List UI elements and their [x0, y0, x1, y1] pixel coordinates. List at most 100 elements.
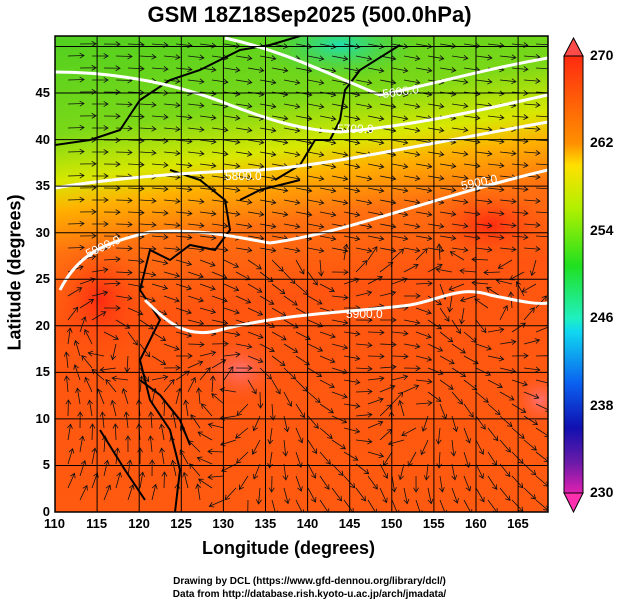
wind-arrow: [403, 223, 421, 230]
wind-arrow: [511, 186, 529, 193]
contour-label: 5800.0: [225, 169, 262, 183]
wind-arrow: [343, 243, 349, 261]
wind-arrow: [487, 355, 505, 362]
wind-arrow: [427, 175, 445, 181]
wind-arrow: [259, 271, 274, 283]
wind-arrow: [163, 364, 181, 371]
wind-arrow: [271, 211, 289, 218]
wind-arrow: [487, 379, 503, 389]
wind-arrow: [211, 222, 229, 229]
wind-arrow: [67, 196, 85, 203]
wind-arrow: [343, 330, 361, 337]
wind-arrow: [451, 198, 469, 205]
wind-arrow: [343, 163, 361, 170]
wind-arrow: [84, 376, 93, 393]
wind-arrow: [283, 343, 299, 353]
wind-arrow: [271, 139, 289, 146]
wind-arrow: [379, 79, 397, 86]
wind-arrow: [403, 319, 421, 326]
wind-arrow: [523, 198, 541, 204]
wind-arrow: [159, 423, 165, 441]
wind-arrow: [499, 150, 517, 157]
wind-arrow: [427, 487, 434, 505]
wind-arrow: [511, 162, 529, 169]
colorbar-tick-label: 238: [590, 396, 614, 413]
colorbar-tick-label: 246: [590, 309, 614, 326]
wind-arrow: [127, 258, 145, 265]
wind-arrow: [459, 307, 465, 325]
wind-arrow: [295, 403, 305, 419]
wind-arrow: [355, 103, 373, 110]
wind-arrow: [151, 355, 167, 365]
wind-arrow: [295, 259, 305, 275]
wind-arrow: [115, 149, 133, 156]
wind-arrow: [211, 126, 229, 133]
wind-arrow: [499, 54, 517, 61]
wind-arrow: [79, 435, 85, 453]
wind-arrow: [367, 139, 385, 146]
wind-arrow: [448, 283, 465, 292]
wind-arrow: [103, 305, 121, 312]
wind-arrow: [115, 197, 133, 204]
wind-arrow: [139, 221, 157, 228]
wind-arrow: [259, 127, 277, 133]
wind-arrow: [271, 67, 289, 74]
wind-arrow: [535, 403, 548, 412]
wind-arrow: [355, 342, 373, 349]
wind-arrow: [207, 474, 225, 480]
wind-arrow: [103, 331, 119, 341]
wind-arrow: [415, 355, 433, 362]
wind-arrow: [355, 388, 373, 395]
wind-arrow: [79, 40, 97, 47]
colorbar-ramp: [563, 55, 584, 494]
wind-arrow: [207, 422, 225, 429]
wind-arrow: [331, 55, 349, 62]
wind-arrow: [511, 475, 524, 489]
wind-arrow: [271, 331, 287, 341]
contour-5800: [55, 120, 548, 190]
wind-arrow: [487, 427, 499, 442]
wind-arrow: [391, 235, 409, 242]
wind-arrow: [471, 280, 489, 286]
wind-arrow: [535, 233, 548, 240]
wind-arrow: [115, 125, 133, 132]
wind-arrow: [67, 472, 76, 489]
wind-arrow: [91, 77, 109, 83]
wind-arrow: [67, 172, 85, 179]
wind-arrow: [451, 246, 469, 253]
y-tick-label: 35: [35, 178, 50, 194]
wind-arrow: [439, 379, 454, 390]
wind-arrow: [79, 298, 95, 309]
wind-arrow: [283, 199, 301, 206]
wind-arrow: [355, 438, 373, 445]
geopotential-contours: [55, 36, 548, 335]
x-tick-label: 165: [507, 516, 529, 531]
wind-arrow: [161, 471, 168, 489]
wind-arrow: [151, 234, 169, 240]
wind-arrow: [511, 114, 529, 121]
wind-arrow: [355, 487, 366, 502]
wind-arrow: [523, 78, 541, 84]
wind-arrow: [175, 259, 193, 267]
wind-arrow: [79, 64, 97, 71]
wind-arrow: [283, 271, 296, 285]
wind-arrow: [403, 263, 419, 273]
wind-arrow: [199, 283, 216, 291]
wind-arrow: [535, 209, 548, 216]
wind-arrow: [319, 187, 337, 194]
wind-arrow: [259, 79, 277, 85]
wind-arrow: [127, 113, 145, 120]
wind-arrow: [319, 235, 337, 242]
wind-arrow: [367, 475, 378, 490]
wind-arrow: [487, 114, 505, 121]
wind-arrow: [451, 222, 469, 229]
wind-arrow: [319, 451, 331, 465]
wind-arrow: [67, 423, 73, 441]
colorbar-tick-label: 262: [590, 134, 614, 151]
wind-arrow: [355, 199, 373, 206]
wind-arrow: [343, 139, 361, 146]
wind-arrow: [398, 463, 405, 481]
wind-arrow: [271, 115, 289, 122]
wind-arrow: [319, 475, 330, 490]
